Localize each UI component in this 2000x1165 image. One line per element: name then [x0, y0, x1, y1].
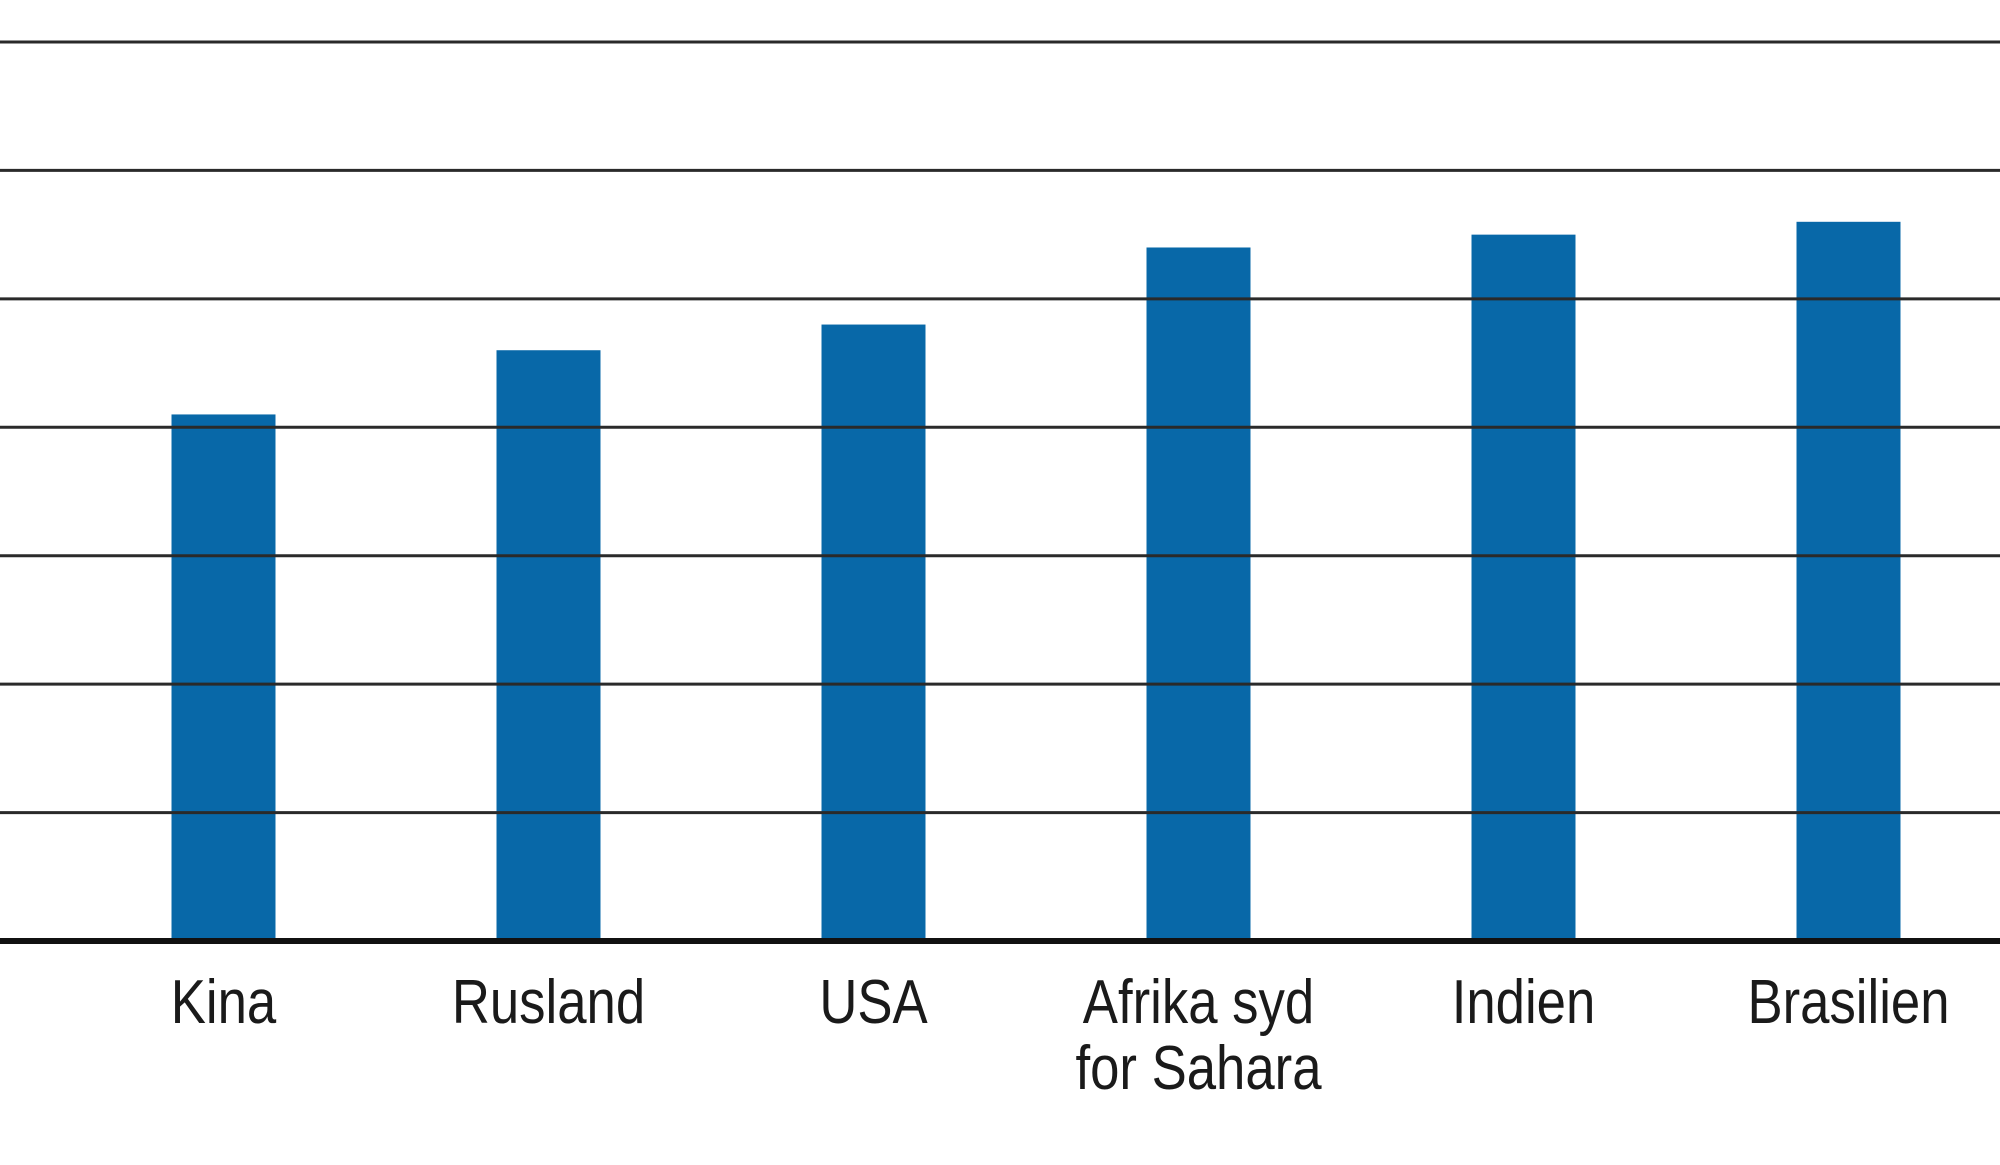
x-tick-label: Afrika syd for Sahara: [1075, 968, 1322, 1103]
bar: [1471, 234, 1576, 942]
bar: [496, 350, 601, 941]
bar: [171, 414, 276, 941]
x-tick-label: Kina: [170, 968, 277, 1037]
bar: [821, 324, 926, 941]
bar: [1796, 221, 1901, 942]
x-tick-label: Rusland: [451, 968, 646, 1037]
x-tick-label: Brasilien: [1747, 968, 1950, 1037]
bar: [1146, 247, 1251, 941]
x-tick-label: USA: [819, 968, 928, 1037]
x-tick-label: Indien: [1451, 968, 1596, 1037]
